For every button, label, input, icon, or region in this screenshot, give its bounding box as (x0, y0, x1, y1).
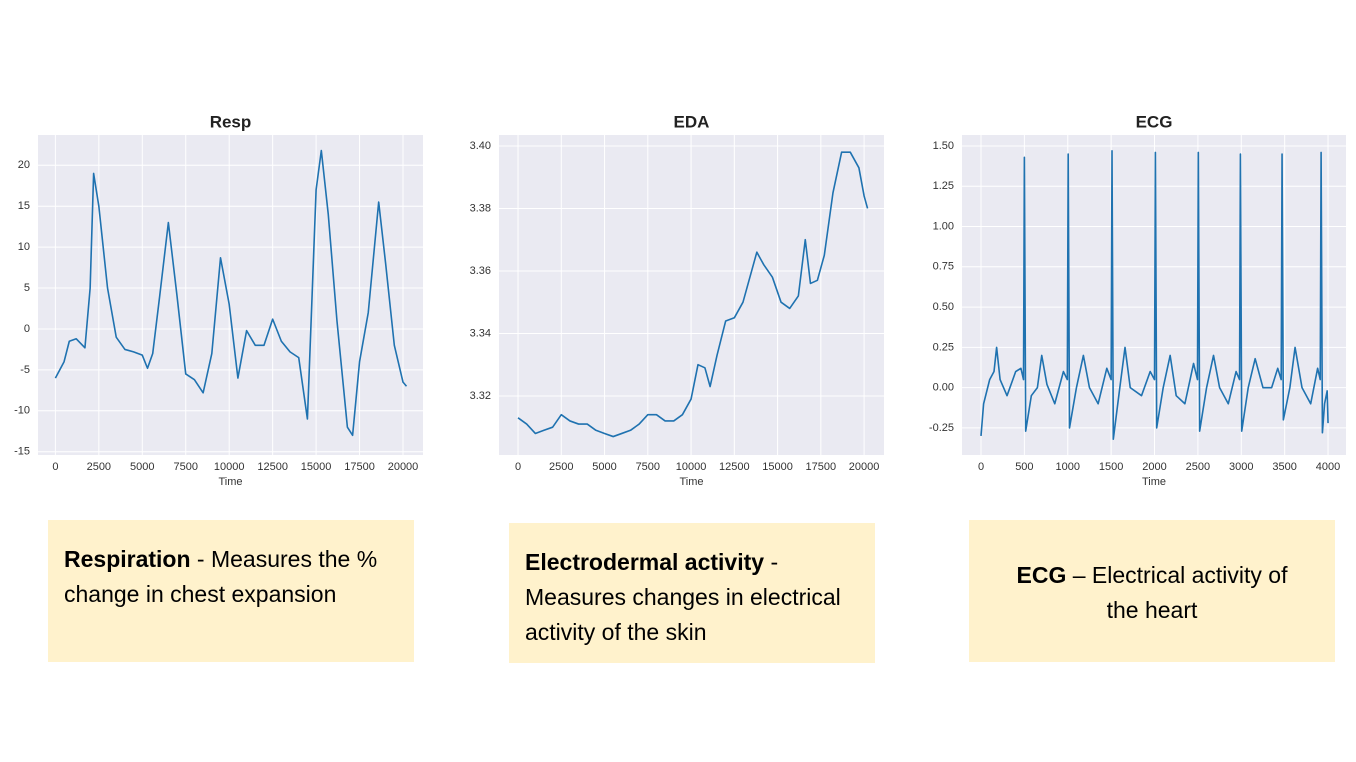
x-tick-label: 0 (52, 461, 58, 473)
x-tick-label: 0 (978, 461, 984, 473)
plot-area (962, 135, 1346, 455)
note-term: Respiration (64, 546, 191, 572)
x-tick-label: 2000 (1142, 461, 1166, 473)
note-term: Electrodermal activity (525, 549, 765, 575)
x-tick-label: 20000 (849, 461, 880, 473)
y-tick-label: -10 (14, 405, 30, 417)
plot-area (38, 135, 423, 455)
chart-title: EDA (674, 112, 710, 131)
y-tick-label: -5 (20, 364, 30, 376)
note-box: Electrodermal activity - Measures change… (509, 523, 875, 663)
x-tick-label: 17500 (806, 461, 837, 473)
data-line (980, 149, 1329, 441)
y-tick-label: 20 (18, 159, 30, 171)
x-tick-label: 10000 (214, 461, 245, 473)
y-tick-label: 3.40 (470, 140, 491, 152)
y-tick-label: -15 (14, 446, 30, 458)
y-tick-label: 5 (24, 282, 30, 294)
chart-title: Resp (210, 112, 252, 131)
y-tick-label: 3.32 (470, 390, 491, 402)
note-text: - Measures the % change in chest expansi… (64, 546, 378, 607)
x-axis-label: Time (1142, 476, 1166, 488)
y-tick-label: 0.00 (933, 382, 954, 394)
x-tick-label: 7500 (636, 461, 660, 473)
x-tick-label: 5000 (592, 461, 616, 473)
x-tick-label: 1000 (1056, 461, 1080, 473)
x-tick-label: 17500 (344, 461, 375, 473)
x-tick-label: 7500 (174, 461, 198, 473)
x-tick-label: 10000 (676, 461, 707, 473)
y-tick-label: -0.25 (929, 422, 954, 434)
x-tick-label: 0 (515, 461, 521, 473)
x-tick-label: 2500 (87, 461, 111, 473)
y-tick-label: 1.00 (933, 220, 954, 232)
x-tick-label: 15000 (301, 461, 332, 473)
x-tick-label: 500 (1015, 461, 1033, 473)
y-tick-label: 15 (18, 200, 30, 212)
y-tick-label: 3.36 (470, 265, 491, 277)
note-text: – Electrical activity of the heart (1072, 562, 1288, 623)
x-tick-label: 1500 (1099, 461, 1123, 473)
data-line (54, 149, 408, 437)
y-tick-label: 1.50 (933, 140, 954, 152)
x-tick-label: 20000 (388, 461, 419, 473)
y-tick-label: 0.25 (933, 341, 954, 353)
y-tick-label: 0.50 (933, 301, 954, 313)
y-tick-label: 3.34 (470, 327, 491, 339)
y-tick-label: 0 (24, 323, 30, 335)
x-tick-label: 4000 (1316, 461, 1340, 473)
x-axis-label: Time (218, 476, 242, 488)
note-term: ECG (1016, 562, 1067, 588)
x-tick-label: 15000 (762, 461, 793, 473)
x-axis-label: Time (679, 476, 703, 488)
y-tick-label: 1.25 (933, 180, 954, 192)
x-tick-label: 2500 (1186, 461, 1210, 473)
note-box: Respiration - Measures the % change in c… (48, 520, 414, 662)
y-tick-label: 10 (18, 241, 30, 253)
x-tick-label: 5000 (130, 461, 154, 473)
x-tick-label: 12500 (257, 461, 288, 473)
data-line (517, 151, 869, 438)
y-tick-label: 0.75 (933, 261, 954, 273)
chart-title: ECG (1136, 112, 1173, 131)
y-tick-label: 3.38 (470, 202, 491, 214)
x-tick-label: 12500 (719, 461, 750, 473)
x-tick-label: 3500 (1272, 461, 1296, 473)
x-tick-label: 2500 (549, 461, 573, 473)
note-box: ECG – Electrical activity of the heart (969, 520, 1335, 662)
note-text: - Measures changes in electrical activit… (525, 549, 841, 645)
x-tick-label: 3000 (1229, 461, 1253, 473)
